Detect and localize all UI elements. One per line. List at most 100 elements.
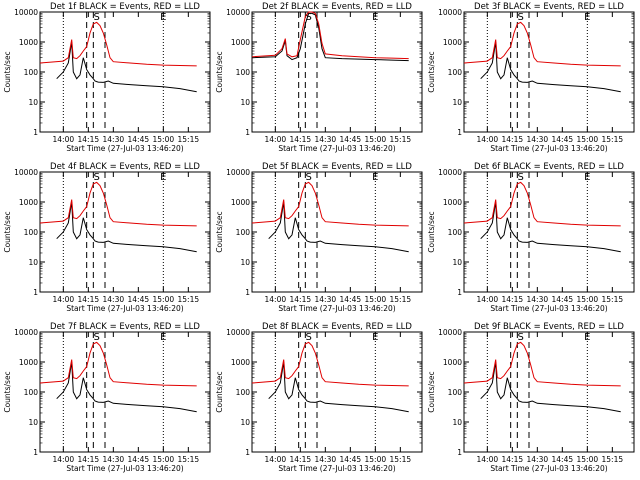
- x-tick-label: 15:15: [390, 455, 412, 464]
- detector-panel-4: Det 4f BLACK = Events, RED = LLD 1 10 100 10…: [3, 162, 211, 313]
- x-tick-label: 14:45: [552, 295, 574, 304]
- panel-title: Det 7f BLACK = Events, RED = LLD: [50, 322, 200, 332]
- y-tick-label: 10000: [438, 328, 462, 337]
- x-tick-label: 14:45: [552, 455, 574, 464]
- x-tick-label: 14:00: [477, 135, 499, 144]
- events-series-line: [480, 201, 621, 253]
- x-tick-label: 14:30: [315, 455, 337, 464]
- y-tick-label: 100: [24, 228, 39, 237]
- marker-letter-S: S: [305, 12, 311, 23]
- x-tick-label: 14:45: [552, 135, 574, 144]
- y-tick-label: 10000: [438, 168, 462, 177]
- x-tick-label: 14:30: [527, 455, 549, 464]
- marker-letter-E: E: [372, 172, 378, 183]
- x-tick-label: 14:30: [527, 295, 549, 304]
- x-tick-label: 14:45: [340, 135, 362, 144]
- x-tick-label: 15:15: [390, 135, 412, 144]
- y-tick-label: 100: [448, 228, 463, 237]
- events-series-line: [480, 361, 621, 413]
- x-tick-label: 14:30: [527, 135, 549, 144]
- lld-series-line: [463, 21, 621, 67]
- marker-letter-S: S: [93, 12, 99, 23]
- y-tick-label: 1: [33, 448, 38, 457]
- detector-panel-3: Det 3f BLACK = Events, RED = LLD 1 10 100 10…: [427, 2, 635, 153]
- x-tick-label: 14:15: [290, 455, 312, 464]
- lld-series-line: [251, 341, 409, 387]
- y-tick-label: 1000: [19, 358, 38, 367]
- y-tick-label: 1: [33, 288, 38, 297]
- axis-frame: [39, 331, 211, 453]
- events-series-line: [480, 41, 621, 93]
- y-axis-label: Counts/sec: [215, 371, 224, 412]
- x-tick-label: 14:30: [315, 295, 337, 304]
- detector-panel-5: Det 5f BLACK = Events, RED = LLD 1 10 100 10…: [215, 162, 423, 313]
- axis-frame: [463, 11, 635, 133]
- y-axis-label: Counts/sec: [3, 51, 12, 92]
- panel-title: Det 1f BLACK = Events, RED = LLD: [50, 2, 200, 12]
- y-axis-label: Counts/sec: [215, 51, 224, 92]
- panel-title: Det 9f BLACK = Events, RED = LLD: [474, 322, 624, 332]
- y-tick-label: 1: [457, 288, 462, 297]
- y-tick-label: 100: [236, 388, 251, 397]
- lld-series-line: [463, 341, 621, 387]
- x-tick-label: 15:15: [602, 135, 624, 144]
- x-tick-label: 15:15: [390, 295, 412, 304]
- x-tick-label: 15:00: [365, 295, 387, 304]
- y-tick-label: 1: [457, 128, 462, 137]
- events-series-line: [56, 201, 197, 253]
- y-tick-label: 10000: [226, 8, 250, 17]
- lld-series-line: [39, 341, 197, 387]
- marker-letter-S: S: [305, 172, 311, 183]
- axis-frame: [251, 11, 423, 133]
- marker-letter-S: S: [93, 332, 99, 343]
- x-tick-label: 15:00: [365, 455, 387, 464]
- panel-title: Det 2f BLACK = Events, RED = LLD: [262, 2, 412, 12]
- y-axis-label: Counts/sec: [215, 211, 224, 252]
- x-tick-label: 15:15: [178, 295, 200, 304]
- y-tick-label: 10000: [226, 328, 250, 337]
- x-tick-label: 14:15: [502, 135, 524, 144]
- detector-panel-9: Det 9f BLACK = Events, RED = LLD 1 10 100 10…: [427, 322, 635, 473]
- axis-frame: [463, 331, 635, 453]
- lld-series-line: [251, 11, 409, 60]
- marker-letter-E: E: [584, 12, 590, 23]
- x-tick-label: 14:15: [78, 455, 100, 464]
- x-tick-label: 14:00: [477, 295, 499, 304]
- y-tick-label: 10000: [14, 328, 38, 337]
- marker-letter-E: E: [160, 332, 166, 343]
- x-tick-label: 15:00: [577, 295, 599, 304]
- x-tick-label: 14:30: [103, 295, 125, 304]
- y-tick-label: 10000: [438, 8, 462, 17]
- x-tick-label: 14:15: [502, 295, 524, 304]
- x-tick-label: 14:45: [128, 455, 150, 464]
- marker-letter-S: S: [517, 332, 523, 343]
- x-tick-label: 15:15: [602, 455, 624, 464]
- marker-letter-E: E: [584, 172, 590, 183]
- x-tick-label: 15:00: [153, 295, 175, 304]
- axis-frame: [251, 331, 423, 453]
- y-tick-label: 10: [240, 418, 250, 427]
- x-tick-label: 15:00: [365, 135, 387, 144]
- marker-letter-S: S: [305, 332, 311, 343]
- y-tick-label: 1000: [443, 358, 462, 367]
- y-tick-label: 10: [28, 418, 38, 427]
- y-tick-label: 100: [236, 68, 251, 77]
- x-axis-label: Start Time (27-Jul-03 13:46:20): [278, 144, 395, 153]
- x-tick-label: 15:00: [577, 135, 599, 144]
- y-axis-label: Counts/sec: [427, 371, 436, 412]
- events-series-line: [56, 41, 197, 93]
- events-series-line: [268, 361, 409, 413]
- marker-letter-E: E: [372, 12, 378, 23]
- x-tick-label: 14:45: [128, 135, 150, 144]
- lld-series-line: [39, 181, 197, 227]
- x-tick-label: 14:00: [53, 295, 75, 304]
- y-tick-label: 1: [245, 128, 250, 137]
- x-axis-label: Start Time (27-Jul-03 13:46:20): [66, 144, 183, 153]
- panel-title: Det 8f BLACK = Events, RED = LLD: [262, 322, 412, 332]
- panel-title: Det 3f BLACK = Events, RED = LLD: [474, 2, 624, 12]
- y-tick-label: 1: [457, 448, 462, 457]
- x-axis-label: Start Time (27-Jul-03 13:46:20): [278, 464, 395, 473]
- lld-series-line: [251, 181, 409, 227]
- detector-panel-6: Det 6f BLACK = Events, RED = LLD 1 10 100 10…: [427, 162, 635, 313]
- y-tick-label: 10000: [14, 8, 38, 17]
